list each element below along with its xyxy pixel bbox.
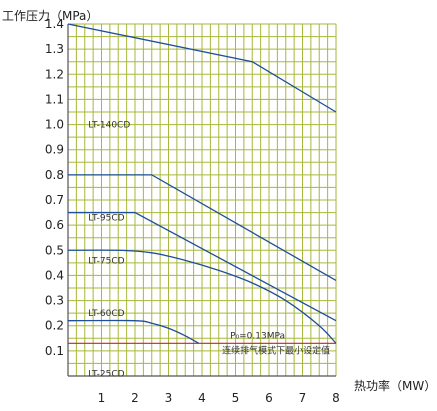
x-tick-label: 6	[265, 391, 273, 405]
x-tick-label: 5	[232, 391, 240, 405]
y-tick-label: 1.3	[45, 42, 64, 56]
series-line-1	[68, 174, 337, 282]
reference-label-value: P₀=0.13MPa	[230, 331, 285, 341]
y-tick-label: 0.9	[45, 143, 64, 157]
y-tick-label: 0.4	[45, 268, 64, 282]
x-tick-label: 8	[332, 391, 340, 405]
series-line-4	[67, 319, 199, 344]
x-tick-label: 7	[299, 391, 307, 405]
y-tick-label: 0.3	[45, 294, 64, 308]
series-line-2	[68, 211, 337, 322]
series-label: LT-140CD	[88, 121, 130, 131]
series-label: LT-95CD	[88, 214, 124, 224]
series-line-0	[67, 23, 337, 113]
y-tick-label: 0.1	[45, 344, 64, 358]
x-tick-label: 2	[131, 391, 139, 405]
series-line-3	[67, 249, 337, 344]
series-label: LT-25CD	[88, 369, 124, 379]
grid	[67, 23, 337, 377]
x-tick-label: 4	[198, 391, 206, 405]
y-tick-label: 0.8	[45, 168, 64, 182]
series-layer: LT-140CD LT-95CD LT-75CD LT-60CD LT-25CD	[67, 23, 337, 379]
tick-labels: 0.1 0.2 0.3 0.4 0.5 0.6 0.7 0.8 0.9 1.0 1.1 1.2 1.3 1…	[45, 17, 340, 405]
y-tick-label: 0.5	[45, 243, 64, 257]
y-tick-label: 0.2	[45, 319, 64, 333]
y-tick-label: 1.1	[45, 92, 64, 106]
series-label: LT-60CD	[88, 309, 124, 319]
y-tick-label: 1.4	[45, 17, 64, 31]
reference-layer: P₀=0.13MPa 连续排气模式下最小设定值	[68, 331, 336, 356]
x-tick-label: 1	[98, 391, 106, 405]
y-tick-label: 0.6	[45, 218, 64, 232]
y-tick-label: 0.7	[45, 193, 64, 207]
series-label: LT-75CD	[88, 256, 124, 266]
x-tick-label: 3	[165, 391, 173, 405]
y-tick-label: 1.2	[45, 67, 64, 81]
y-tick-label: 1.0	[45, 118, 64, 132]
reference-label-note: 连续排气模式下最小设定值	[222, 344, 330, 356]
y-axis-title: 工作压力（MPa）	[2, 9, 98, 23]
x-axis-title: 热功率（MW）	[354, 378, 436, 393]
